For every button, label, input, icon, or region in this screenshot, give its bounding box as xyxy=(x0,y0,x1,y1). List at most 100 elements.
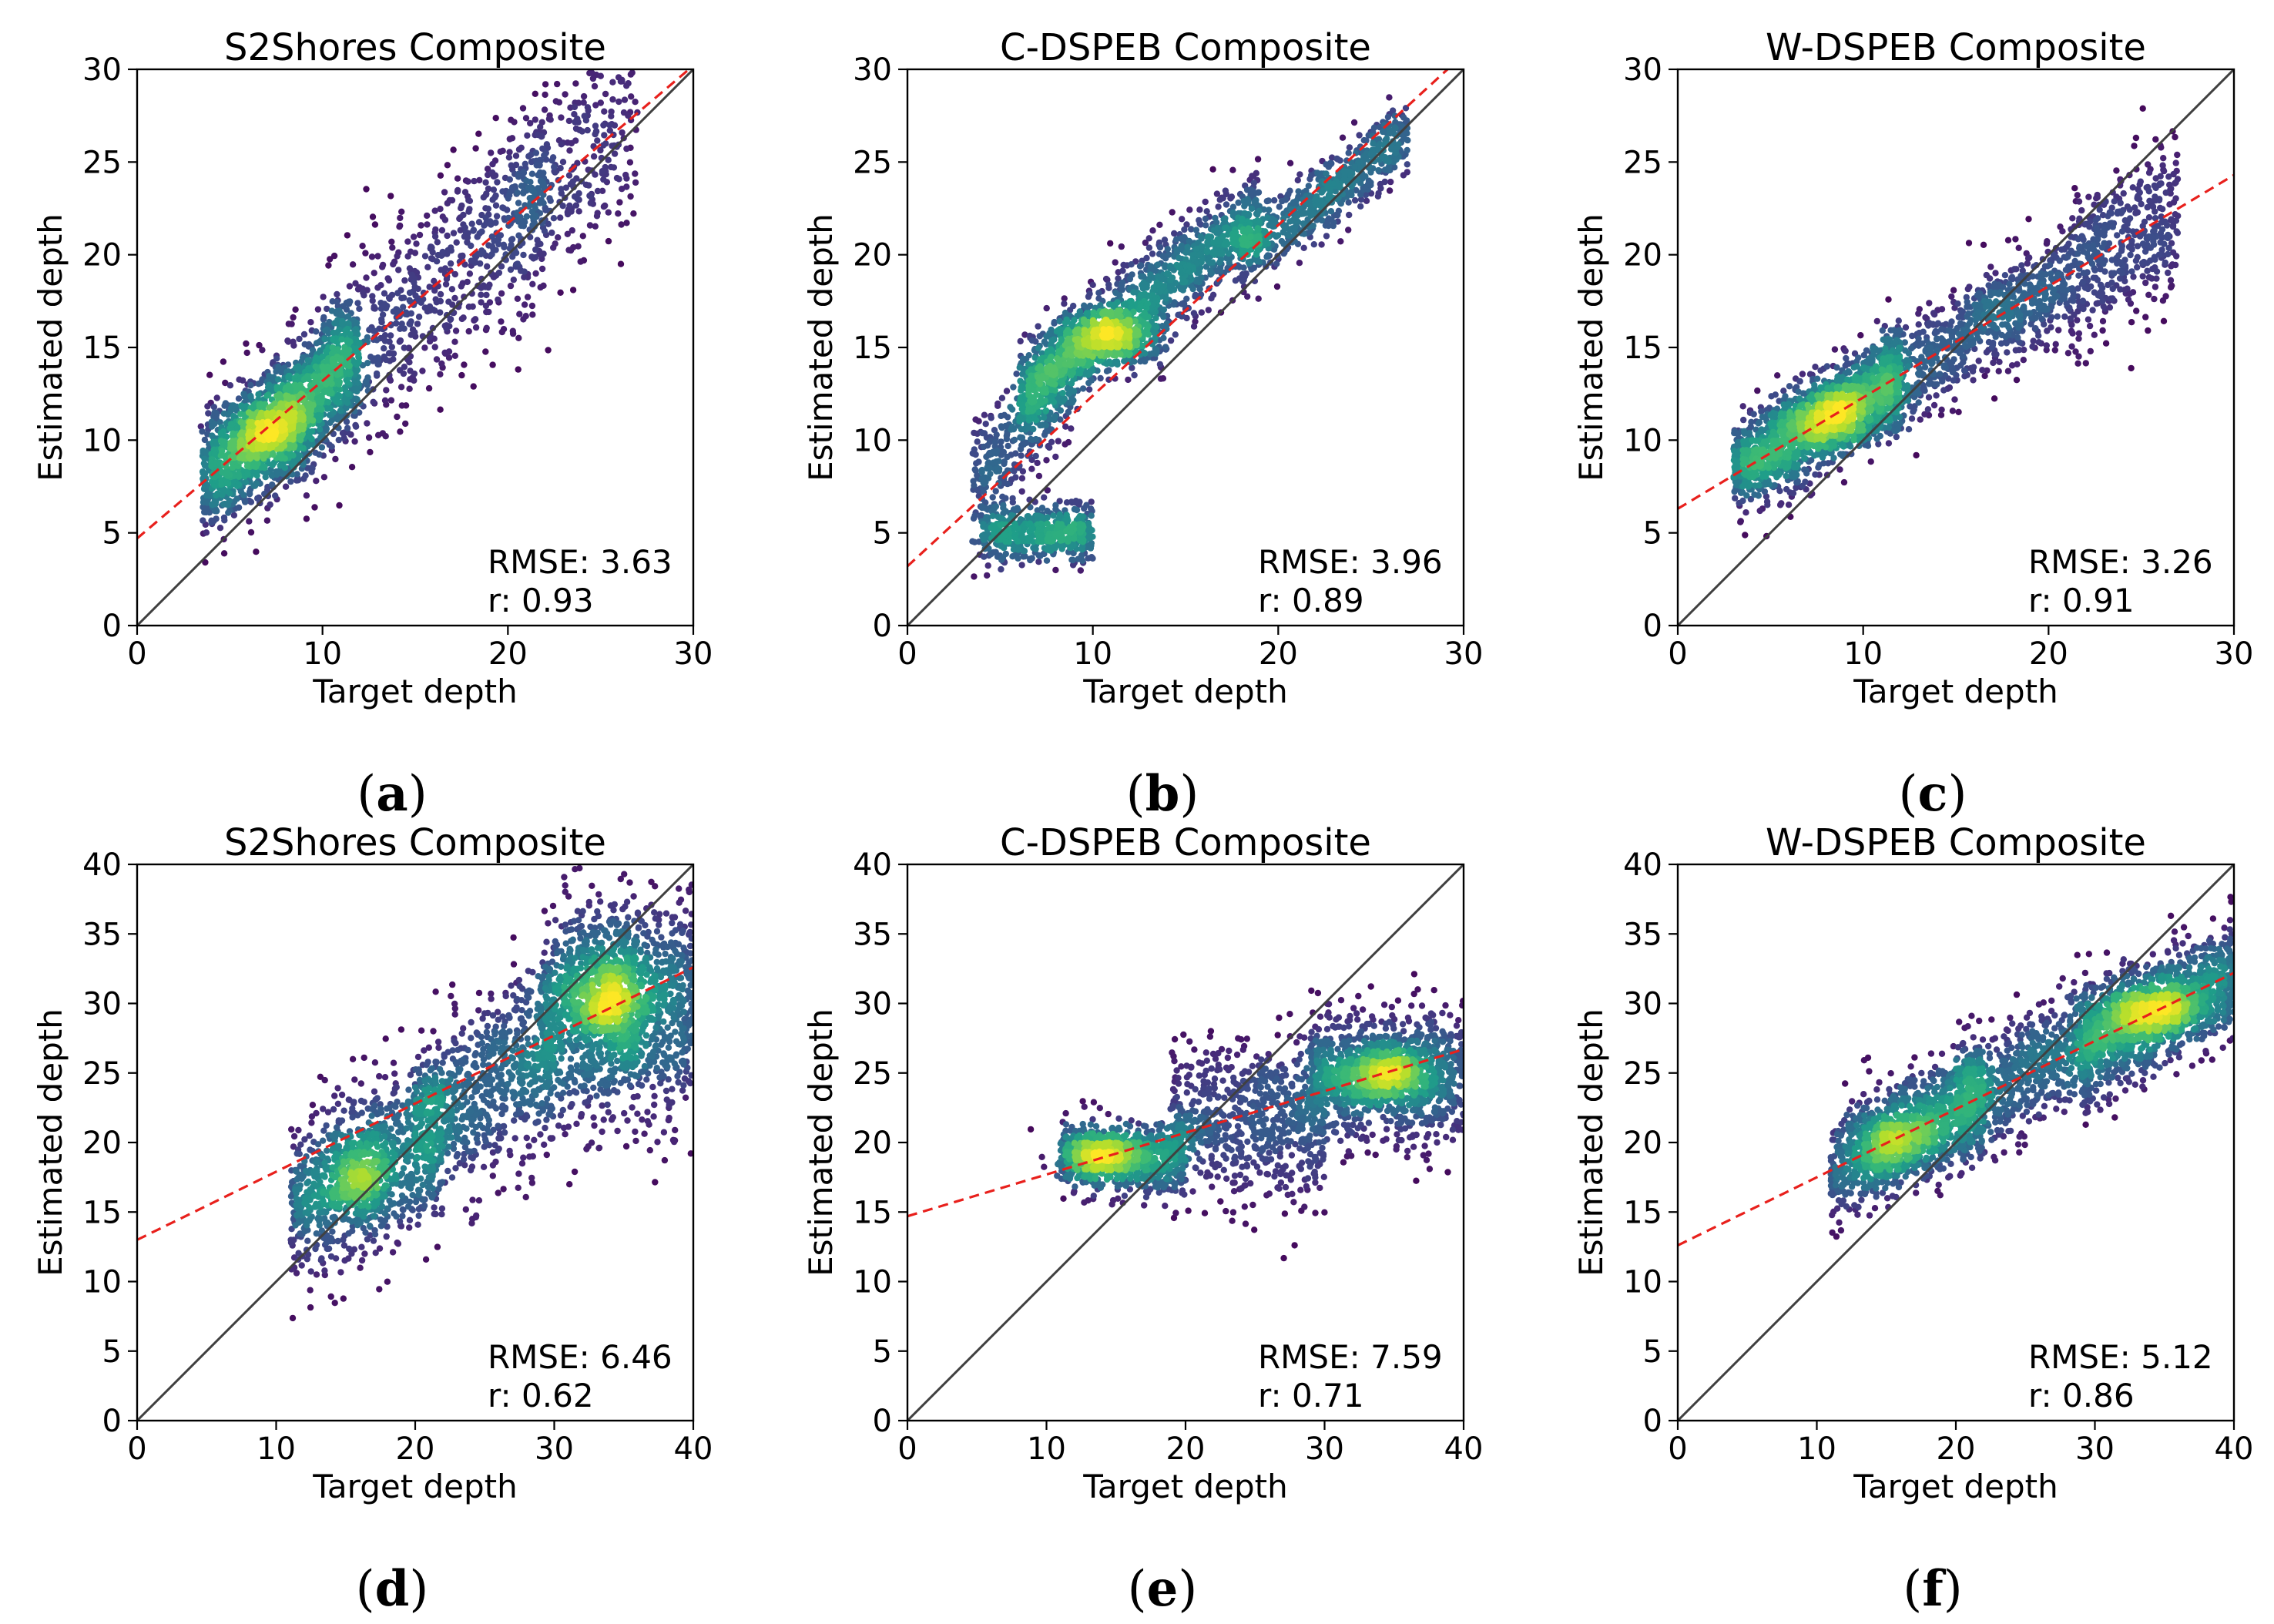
scatter-point xyxy=(452,353,458,359)
scatter-point xyxy=(210,518,216,524)
scatter-point xyxy=(434,239,441,245)
scatter-point xyxy=(1129,271,1135,277)
scatter-point xyxy=(1275,232,1281,238)
scatter-point xyxy=(466,328,472,334)
scatter-point xyxy=(451,295,458,301)
scatter-point xyxy=(1255,156,1261,162)
scatter-point xyxy=(1244,294,1250,300)
scatter-point xyxy=(988,414,994,421)
scatter-point xyxy=(337,408,344,414)
scatter-point xyxy=(267,502,273,508)
scatter-point xyxy=(619,78,625,84)
scatter-point xyxy=(253,549,259,555)
scatter-point xyxy=(1286,218,1293,224)
scatter-point xyxy=(1229,167,1236,173)
scatter-point xyxy=(388,397,394,403)
scatter-point xyxy=(1146,235,1152,241)
scatter-point xyxy=(535,172,541,178)
scatter-point xyxy=(1007,404,1013,410)
scatter-point xyxy=(430,307,436,313)
scatter-point xyxy=(1125,377,1131,383)
scatter-point xyxy=(449,286,455,292)
scatter-point xyxy=(222,501,228,507)
scatter-point xyxy=(1392,125,1398,131)
scatter-point xyxy=(578,258,584,264)
scatter-point xyxy=(546,116,552,122)
scatter-point xyxy=(438,291,444,297)
scatter-point xyxy=(1153,347,1159,353)
scatter-point xyxy=(290,342,297,348)
scatter-point xyxy=(511,277,517,283)
scatter-point xyxy=(1191,324,1197,330)
scatter-point xyxy=(258,421,264,428)
scatter-point xyxy=(290,314,296,320)
scatter-point xyxy=(1171,230,1177,237)
scatter-point xyxy=(361,292,367,298)
scatter-point xyxy=(242,498,248,505)
scatter-point xyxy=(1168,337,1174,344)
scatter-point xyxy=(608,113,614,119)
rmse-label: RMSE: 3.63 xyxy=(488,543,672,581)
scatter-point xyxy=(407,265,413,271)
scatter-point xyxy=(586,193,592,199)
scatter-point xyxy=(493,115,499,121)
scatter-point xyxy=(460,212,466,218)
scatter-point xyxy=(1015,546,1021,552)
scatter-point xyxy=(438,267,444,273)
scatter-point xyxy=(1404,161,1410,167)
scatter-point xyxy=(1296,260,1303,266)
scatter-point xyxy=(330,336,336,342)
scatter-point xyxy=(605,238,612,244)
scatter-point xyxy=(572,193,578,200)
scatter-point xyxy=(260,455,267,461)
scatter-point xyxy=(1281,223,1287,230)
x-tick-label: 10 xyxy=(303,636,342,672)
scatter-point xyxy=(489,361,495,367)
scatter-point xyxy=(572,80,579,86)
scatter-point xyxy=(566,147,572,153)
scatter-point xyxy=(981,554,987,560)
scatter-point xyxy=(558,141,565,147)
scatter-point xyxy=(594,137,600,143)
scatter-point xyxy=(1095,290,1102,296)
scatter-point xyxy=(501,244,507,250)
scatter-point xyxy=(398,209,404,215)
scatter-point xyxy=(983,514,989,520)
scatter-point xyxy=(354,300,361,306)
scatter-point xyxy=(615,176,622,182)
scatter-point xyxy=(555,234,561,240)
scatter-point xyxy=(515,366,522,372)
scatter-point xyxy=(394,290,401,296)
scatter-point xyxy=(492,193,498,199)
scatter-point xyxy=(244,463,250,469)
scatter-point xyxy=(1209,166,1216,173)
scatter-point xyxy=(344,400,350,406)
scatter-point xyxy=(364,420,370,426)
scatter-point xyxy=(291,410,297,416)
scatter-point xyxy=(338,311,344,317)
scatter-point xyxy=(259,347,265,353)
scatter-point xyxy=(971,430,977,436)
scatter-point xyxy=(1112,259,1119,265)
scatter-point xyxy=(1249,173,1255,179)
scatter-point xyxy=(311,504,317,510)
scatter-point xyxy=(482,180,488,186)
scatter-point xyxy=(595,188,601,194)
scatter-point xyxy=(508,283,514,289)
scatter-point xyxy=(443,325,449,331)
scatter-point xyxy=(434,258,440,264)
scatter-point xyxy=(467,270,473,277)
scatter-point xyxy=(507,189,513,195)
scatter-point xyxy=(254,455,260,461)
x-axis-label: Target depth xyxy=(312,673,518,710)
scatter-point xyxy=(393,320,399,327)
scatter-point xyxy=(1173,236,1179,242)
scatter-point xyxy=(387,193,394,199)
x-tick-label: 0 xyxy=(127,636,146,672)
scatter-point xyxy=(408,310,414,317)
scatter-point xyxy=(1287,160,1293,166)
scatter-point xyxy=(1276,203,1283,210)
scatter-point xyxy=(1264,215,1270,221)
scatter-point xyxy=(292,307,298,313)
scatter-point xyxy=(1009,495,1015,502)
